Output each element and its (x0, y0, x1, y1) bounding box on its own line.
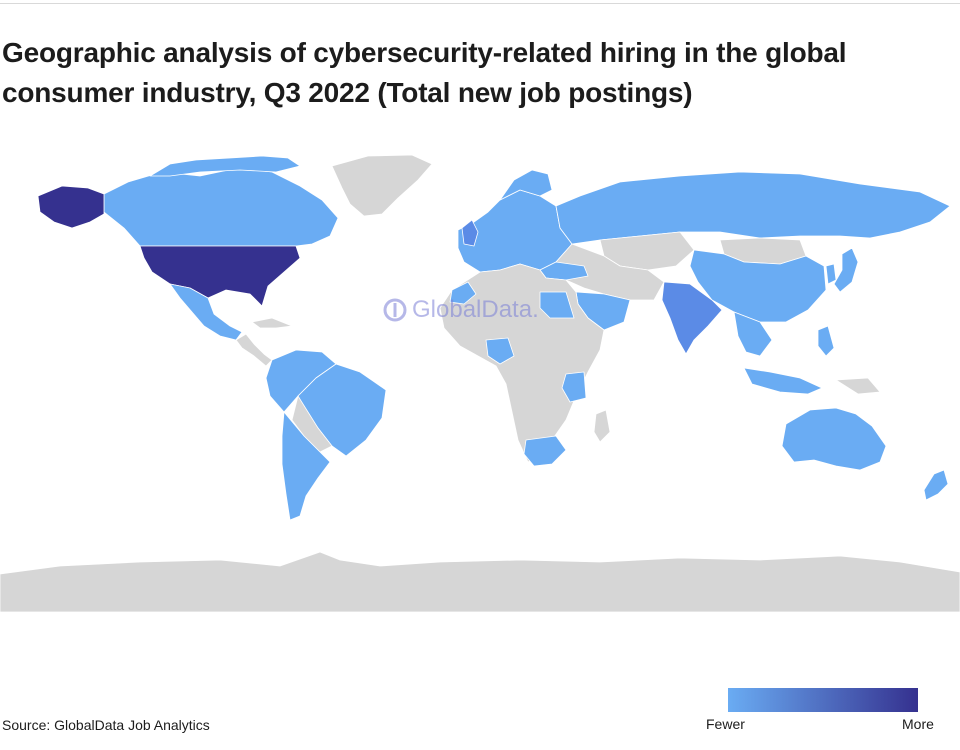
region-caribbean (251, 317, 293, 329)
region-china (689, 249, 827, 323)
region-antarctica (0, 551, 960, 613)
legend-gradient (728, 688, 918, 712)
source-note: Source: GlobalData Job Analytics (2, 717, 210, 733)
region-new-zealand (923, 469, 949, 501)
region-middle-east (555, 243, 665, 301)
watermark-text: GlobalData. (412, 296, 539, 323)
legend-low-label: Fewer (706, 716, 745, 732)
region-central-america (235, 333, 273, 367)
region-indonesia (743, 367, 823, 395)
region-mexico (169, 283, 243, 341)
region-south-africa (523, 435, 567, 467)
region-madagascar (593, 409, 611, 443)
map-title: Geographic analysis of cybersecurity-rel… (2, 37, 847, 108)
top-divider (0, 3, 960, 4)
legend-high-label: More (902, 716, 934, 732)
region-kenya (561, 371, 587, 403)
globaldata-watermark: GlobalData. (382, 296, 539, 324)
region-argentina-chile (281, 411, 331, 521)
region-philippines (817, 325, 835, 357)
region-australia (781, 407, 887, 471)
region-alaska (37, 185, 105, 229)
region-canada (103, 167, 339, 247)
globaldata-logo-icon (383, 298, 407, 322)
region-morocco (449, 281, 477, 305)
region-egypt (539, 291, 575, 319)
region-greenland (331, 154, 433, 217)
region-korea (825, 263, 837, 285)
region-india (661, 281, 723, 355)
region-nigeria (485, 337, 515, 365)
region-usa (139, 245, 301, 307)
region-russia (555, 171, 951, 245)
region-scandinavia (499, 169, 553, 201)
world-map (0, 150, 960, 620)
region-canada-islands (149, 155, 301, 177)
region-uk (461, 219, 479, 247)
region-southeast-asia (733, 311, 773, 357)
region-new-guinea (835, 377, 881, 395)
region-japan (833, 247, 859, 293)
